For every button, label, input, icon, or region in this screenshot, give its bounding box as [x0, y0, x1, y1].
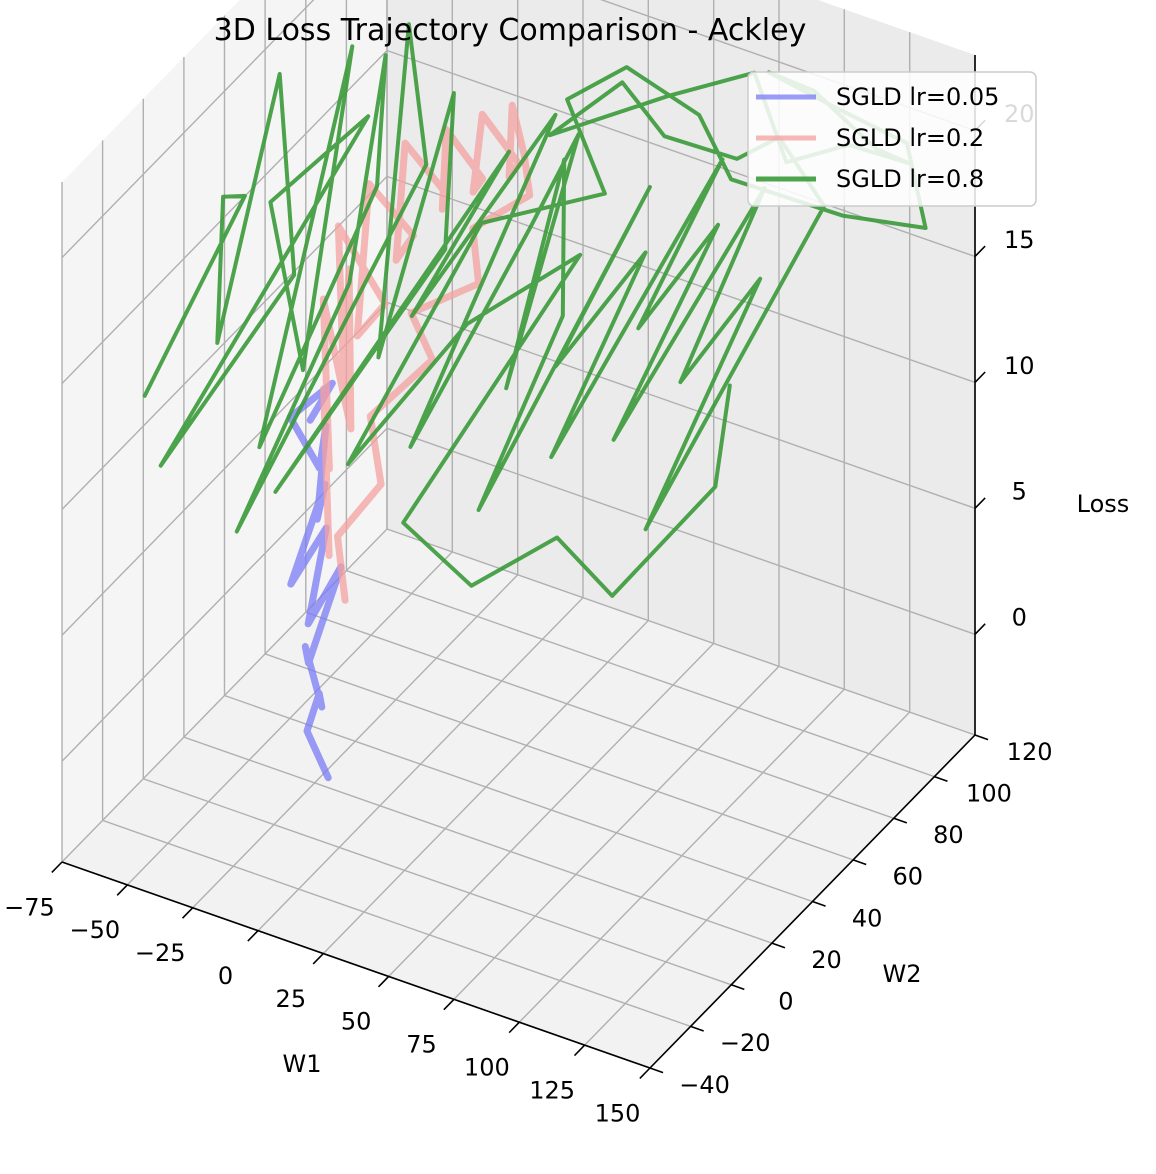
series-line-2 [142, 22, 928, 598]
grid-line-y [142, 98, 732, 986]
y-tick-label: −20 [720, 1029, 771, 1057]
y-tick [852, 859, 867, 866]
legend-box [747, 71, 1037, 207]
y-tick-label: 20 [811, 946, 842, 974]
x-tick [639, 1067, 651, 1079]
x-tick [443, 998, 455, 1011]
y-tick-label: 100 [966, 779, 1012, 807]
legend-label-sgld-0.2: SGLD lr=0.2 [836, 124, 984, 152]
z-tick-label: 15 [1004, 226, 1035, 254]
legend-label-sgld-0.05: SGLD lr=0.05 [836, 83, 999, 111]
z-tick [974, 371, 986, 383]
y-tick-label: 80 [933, 821, 964, 849]
y-tick-label: 60 [892, 863, 923, 891]
x-tick-label: −75 [4, 893, 55, 921]
legend-label-sgld-0.8: SGLD lr=0.8 [836, 165, 984, 193]
x-tick-label: −50 [70, 916, 121, 944]
z-tick-label: 5 [1012, 478, 1027, 506]
y-axis-label: W2 [883, 960, 922, 988]
data-series [142, 22, 928, 782]
x-tick-label: 100 [464, 1054, 510, 1082]
grid-line-z [61, 175, 976, 510]
z-axis-label: Loss [1077, 490, 1130, 518]
y-tick [730, 983, 745, 991]
series-line-1 [319, 101, 534, 604]
y-tick [649, 1067, 664, 1074]
grid-line-y [183, 57, 773, 944]
grid-line-y [223, 15, 813, 903]
x-tick [51, 861, 63, 873]
x-tick-label: −25 [135, 939, 186, 967]
y-tick [974, 734, 989, 741]
x-tick-label: 50 [341, 1008, 372, 1036]
z-tick-label: 10 [1004, 352, 1035, 380]
y-tick [812, 900, 826, 907]
z-tick [974, 245, 986, 258]
z-tick-label: 0 [1012, 604, 1027, 632]
grid-line-y [345, 0, 935, 778]
legend: SGLD lr=0.05 SGLD lr=0.2 SGLD lr=0.8 [747, 71, 1037, 207]
x-tick [377, 975, 390, 988]
x-tick [181, 907, 194, 919]
x-tick [247, 930, 259, 942]
x-axis-label: W1 [283, 1050, 322, 1078]
y-tick-label: 120 [1007, 738, 1053, 766]
grid-line-y [101, 140, 691, 1028]
grid-line-z [61, 0, 976, 259]
grid-line-y [264, 0, 854, 861]
x-tick [312, 952, 324, 965]
y-tick-label: −40 [679, 1071, 730, 1099]
y-tick [934, 775, 948, 782]
x-tick [116, 884, 128, 896]
grid-line-y [386, 0, 976, 736]
x-axis-line [61, 861, 651, 1069]
y-tick-label: 40 [852, 904, 883, 932]
y-tick [690, 1025, 704, 1032]
y-tick [893, 817, 908, 824]
x-tick-label: 75 [406, 1031, 437, 1059]
x-tick-label: 125 [529, 1076, 575, 1104]
y-tick-label: 0 [778, 988, 793, 1016]
z-tick [974, 497, 986, 509]
x-tick [508, 1021, 520, 1034]
y-tick [771, 942, 786, 949]
grid-line-y [305, 0, 895, 819]
x-tick-label: 25 [276, 985, 307, 1013]
x-tick [573, 1044, 586, 1057]
tick-marks [51, 119, 989, 1079]
grid-line-z [61, 427, 976, 762]
z-tick [974, 623, 986, 635]
x-tick-label: 0 [218, 962, 233, 990]
chart-title: 3D Loss Trajectory Comparison - Ackley [214, 13, 807, 48]
x-tick-label: 150 [595, 1099, 641, 1127]
